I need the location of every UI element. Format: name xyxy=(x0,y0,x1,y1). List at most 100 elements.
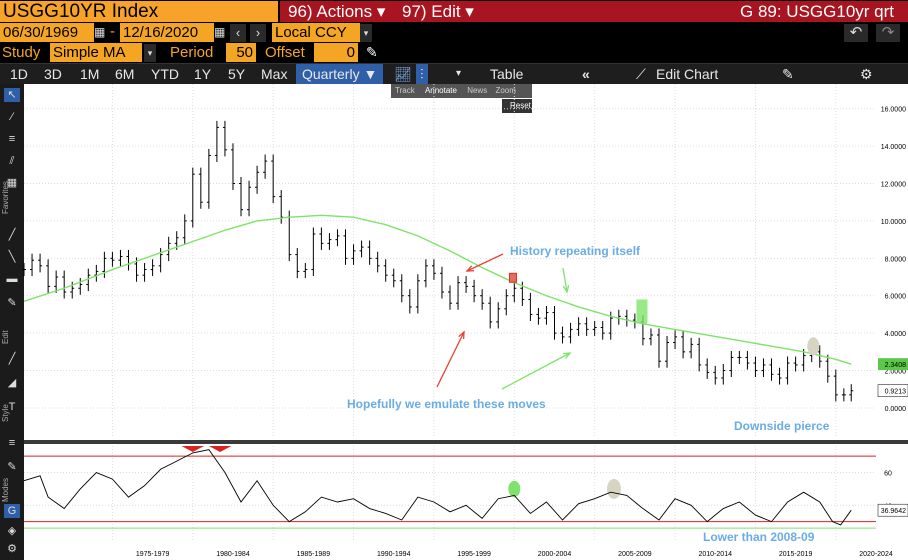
rsi-panel[interactable] xyxy=(24,444,880,544)
y-tick-label: 0.0000 xyxy=(885,406,907,413)
currency-select[interactable]: Local CCY xyxy=(272,23,360,42)
line-tool-icon[interactable]: ⁄ xyxy=(11,111,13,123)
calendar-icon[interactable]: ▦ xyxy=(214,25,226,39)
pencil-icon[interactable]: ✎ xyxy=(366,44,378,60)
period-label: Period xyxy=(170,44,214,61)
arrow-red-emulate-head xyxy=(458,330,465,340)
offset-input[interactable]: 0 xyxy=(314,43,358,62)
x-tick-label: 1995-1999 xyxy=(457,551,491,558)
end-date-input[interactable]: 12/16/2020 xyxy=(120,23,214,42)
start-date-input[interactable]: 06/30/1969 xyxy=(0,23,94,42)
study-select[interactable]: Simple MA xyxy=(50,43,142,62)
range-1m[interactable]: 1M xyxy=(80,66,100,82)
highlight-green-box xyxy=(636,299,648,324)
highlight-red-box xyxy=(508,272,517,283)
grid-tool-icon[interactable]: ▦ xyxy=(6,177,18,189)
calendar-icon[interactable]: ▦ xyxy=(94,25,106,39)
arrow-red-history xyxy=(466,253,504,272)
arrow-green-emulate xyxy=(501,352,571,390)
next-arrow-icon[interactable]: › xyxy=(250,24,266,42)
y-tick-label: 12.0000 xyxy=(881,182,906,189)
annotation-lower: Lower than 2008-09 xyxy=(703,530,815,544)
edit-chart-button[interactable]: Edit Chart xyxy=(656,66,719,82)
reset-label: Reset xyxy=(510,101,531,110)
reset-button[interactable]: Reset xyxy=(502,99,532,113)
pencil-icon[interactable]: ✎ xyxy=(7,461,17,473)
x-tick-label: 2020-2024 xyxy=(859,551,893,558)
bar-chart-icon[interactable]: ⫶ xyxy=(416,64,428,84)
range-6m[interactable]: 6M xyxy=(115,66,135,82)
moving-average-line xyxy=(23,214,852,365)
period-input[interactable]: 50 xyxy=(226,43,256,62)
mini-toolbar: Track Annotate News Zoom xyxy=(391,84,532,98)
redo-icon[interactable]: ↷ xyxy=(876,24,900,42)
arrow-red-emulate xyxy=(436,331,465,388)
price-last-tag xyxy=(877,384,908,397)
rect-tool-icon[interactable]: ▬ xyxy=(6,273,18,285)
side-toolstrip: ↖ ⁄ ≡ ⫽ ▦ Favorites ╱ ╲ ▬ ✎ Edit ╱ ◢ T S… xyxy=(0,84,24,560)
main-chart-panel[interactable] xyxy=(24,84,880,440)
x-tick-label: 1980-1984 xyxy=(216,551,250,558)
x-tick-label: 1990-1994 xyxy=(377,551,411,558)
track-button[interactable]: Track xyxy=(395,86,415,95)
text-tool-icon[interactable]: T xyxy=(8,401,16,413)
gear-icon[interactable]: ⚙ xyxy=(860,66,873,82)
price-last-label: 0.9213 xyxy=(885,389,907,396)
annotate-pencil-icon[interactable]: ✎ xyxy=(782,66,794,82)
arrow-green-emulate-head xyxy=(562,352,572,359)
pen-icon[interactable]: ╱ xyxy=(8,353,16,365)
range-1d[interactable]: 1D xyxy=(10,66,28,82)
shape-icon[interactable]: ◢ xyxy=(7,377,17,389)
x-tick-label: 1975-1979 xyxy=(136,551,170,558)
y-tick-label: 6.0000 xyxy=(885,294,907,301)
table-button[interactable]: Table xyxy=(490,66,524,82)
fib-tool-icon[interactable]: ≡ xyxy=(8,133,16,145)
ray-tool-icon[interactable]: ╲ xyxy=(8,251,16,263)
x-tick-label: 2005-2009 xyxy=(618,551,652,558)
x-tick-label: 2010-2014 xyxy=(699,551,733,558)
rsi-gray-circle xyxy=(606,478,621,499)
ticker-field[interactable]: USGG10YR Index xyxy=(0,1,171,22)
x-tick-label: 1985-1989 xyxy=(297,551,331,558)
y-tick-label: 2.0000 xyxy=(885,369,907,376)
channel-tool-icon[interactable]: ⫽ xyxy=(9,155,15,167)
range-5y[interactable]: 5Y xyxy=(228,66,246,82)
range-3d[interactable]: 3D xyxy=(44,66,62,82)
chevron-down-icon[interactable]: ▾ xyxy=(144,44,156,62)
chevron-down-icon[interactable]: ▾ xyxy=(456,68,462,79)
y-tick-label: 16.0000 xyxy=(881,107,906,114)
zoom-button[interactable]: Zoom xyxy=(495,86,516,95)
lines-style-icon[interactable]: ≡ xyxy=(8,437,16,449)
chevron-down-icon[interactable]: ▾ xyxy=(360,24,372,42)
range-ytd[interactable]: YTD xyxy=(151,66,179,82)
range-1y[interactable]: 1Y xyxy=(194,66,212,82)
x-tick-label: 2000-2004 xyxy=(538,551,572,558)
edit-chart-icon[interactable]: ⟋ xyxy=(636,66,646,82)
undo-icon[interactable]: ↶ xyxy=(844,24,868,42)
edit-menu[interactable]: 97) Edit ▾ xyxy=(394,1,512,22)
mode-icon[interactable]: G xyxy=(4,504,20,518)
gear-icon[interactable]: ⚙ xyxy=(7,543,17,555)
annotate-button[interactable]: Annotate xyxy=(424,86,457,95)
rsi-last-label: 36.9642 xyxy=(881,508,906,515)
news-button[interactable]: News xyxy=(467,86,488,95)
rsi-green-circle xyxy=(508,480,521,497)
title-bar: USGG10YR Index 96) Actions ▾ 97) Edit ▾ … xyxy=(0,0,908,23)
prev-arrow-icon[interactable]: ‹ xyxy=(230,24,246,42)
draw-tool-icon[interactable]: ╱ xyxy=(8,229,16,241)
collapse-icon[interactable]: « xyxy=(582,66,590,82)
y-axis-panel xyxy=(880,84,908,560)
brush-tool-icon[interactable]: ✎ xyxy=(7,297,17,309)
range-max[interactable]: Max xyxy=(261,66,288,82)
frequency-select[interactable]: Quarterly ▼ xyxy=(296,64,384,84)
rsi-peak-marker xyxy=(208,446,232,452)
y-tick-label: 14.0000 xyxy=(881,144,906,151)
panel-divider[interactable] xyxy=(24,440,908,444)
y-tick-label: 8.0000 xyxy=(885,256,907,263)
annotation-pierce: Downside pierce xyxy=(734,419,830,433)
color-mode-icon[interactable]: ◈ xyxy=(7,525,17,537)
cursor-icon[interactable]: ↖ xyxy=(4,88,20,102)
actions-menu[interactable]: 96) Actions ▾ xyxy=(280,1,400,22)
line-chart-icon[interactable]: 📈︎ xyxy=(394,66,412,82)
rsi-last-tag xyxy=(877,503,908,517)
